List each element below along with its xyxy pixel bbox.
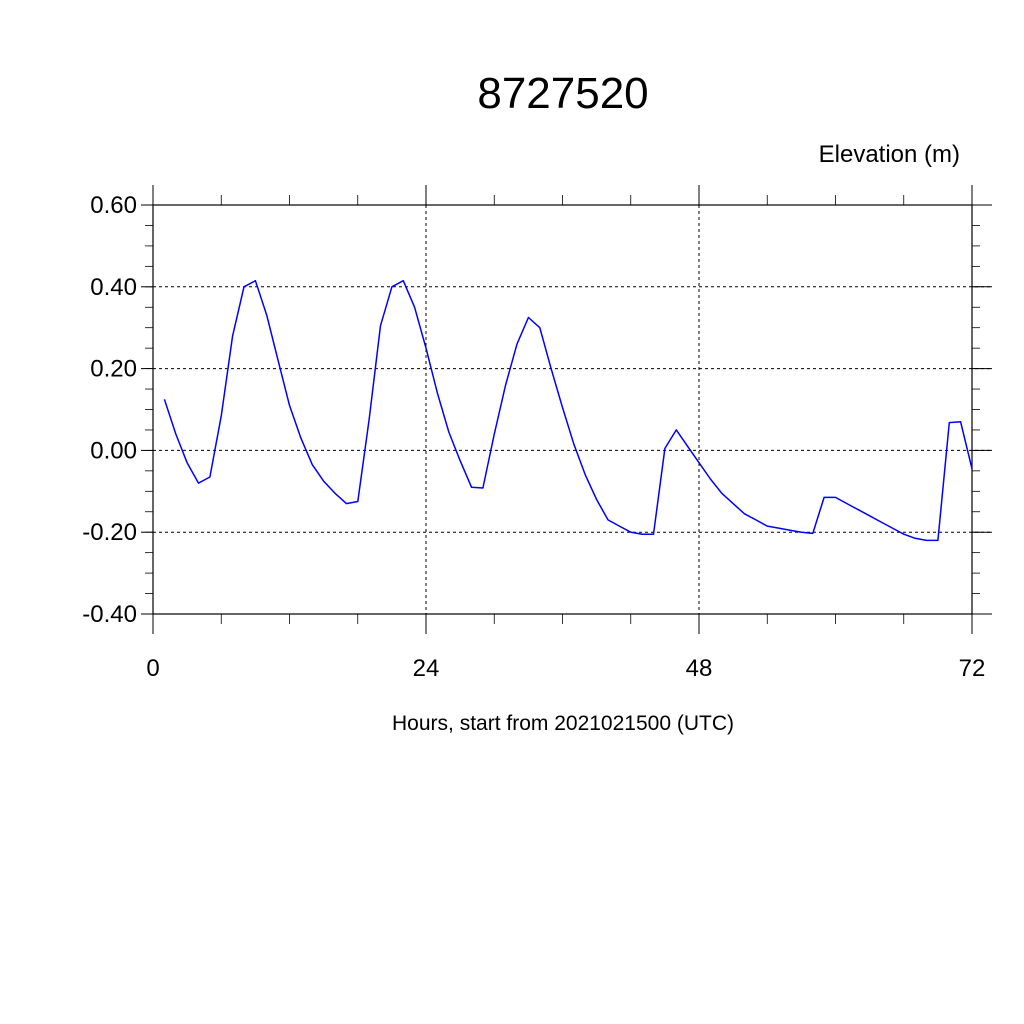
x-axis-label: Hours, start from 2021021500 (UTC) <box>392 712 734 735</box>
axis-ticks <box>141 185 992 634</box>
y-tick-label: 0.40 <box>90 274 137 301</box>
plot-frame <box>152 204 973 615</box>
y-tick-label: 0.00 <box>90 437 137 464</box>
x-tick-label: 48 <box>686 655 713 682</box>
tick-labels: -0.40 -0.20 0.00 0.20 0.40 0.60 0 24 48 72 <box>82 192 985 682</box>
series <box>163 279 973 542</box>
y-tick-label: -0.40 <box>82 601 137 628</box>
x-tick-label: 24 <box>413 655 440 682</box>
y-tick-label: -0.20 <box>82 519 137 546</box>
grid <box>153 204 992 615</box>
y-tick-label: 0.60 <box>90 192 137 219</box>
x-tick-label: 0 <box>146 655 159 682</box>
y-tick-label: 0.20 <box>90 356 137 383</box>
x-tick-label: 72 <box>959 655 986 682</box>
y-axis-label: Elevation (m) <box>819 141 960 168</box>
chart-title: 8727520 <box>477 69 648 118</box>
elevation-series-line <box>163 279 973 542</box>
